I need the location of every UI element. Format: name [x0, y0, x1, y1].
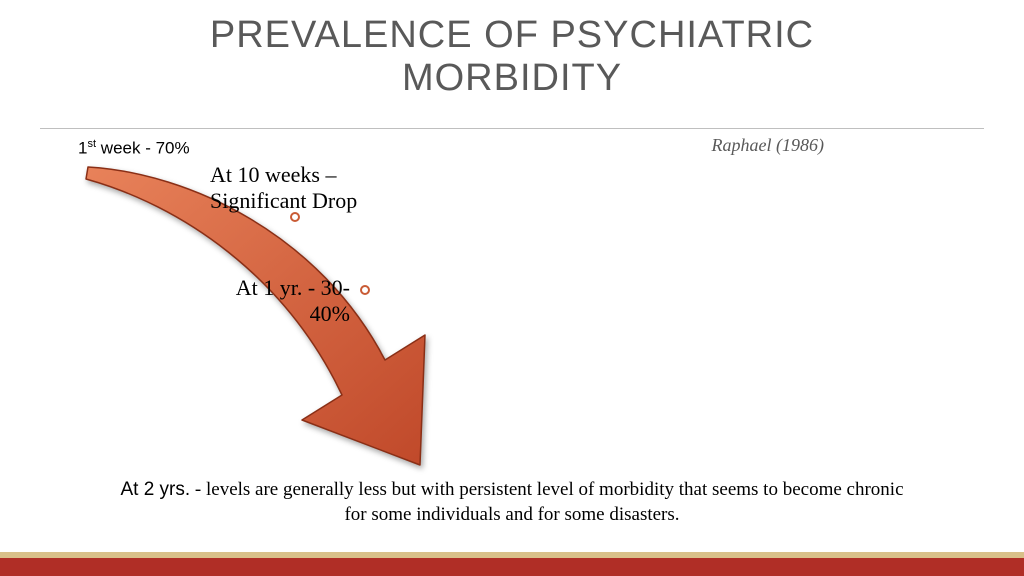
- title-line-2: MORBIDITY: [0, 57, 1024, 100]
- week1-sup: st: [87, 138, 96, 150]
- title-line-1: PREVALENCE OF PSYCHIATRIC: [0, 14, 1024, 57]
- year2-rest: - levels are generally less but with per…: [190, 479, 903, 526]
- year1-line2: 40%: [210, 301, 350, 327]
- citation: Raphael (1986): [712, 135, 824, 156]
- week10-line1: At 10 weeks –: [210, 162, 357, 188]
- label-2-years: At 2 yrs. - levels are generally less bu…: [120, 477, 904, 528]
- label-10-weeks: At 10 weeks – Significant Drop: [210, 162, 357, 214]
- slide: PREVALENCE OF PSYCHIATRIC MORBIDITY Raph…: [0, 0, 1024, 576]
- callout-dot-1yr: [360, 285, 370, 295]
- year1-line1: At 1 yr. - 30-: [210, 275, 350, 301]
- label-1-year: At 1 yr. - 30- 40%: [210, 275, 350, 327]
- label-week-1: 1st week - 70%: [78, 138, 190, 159]
- footer-bar: [0, 558, 1024, 576]
- page-title: PREVALENCE OF PSYCHIATRIC MORBIDITY: [0, 14, 1024, 100]
- year2-lead: At 2 yrs.: [120, 479, 190, 500]
- week10-line2: Significant Drop: [210, 188, 357, 214]
- title-rule: [40, 128, 984, 129]
- week1-rest: week - 70%: [96, 139, 190, 158]
- footer-band: [0, 552, 1024, 576]
